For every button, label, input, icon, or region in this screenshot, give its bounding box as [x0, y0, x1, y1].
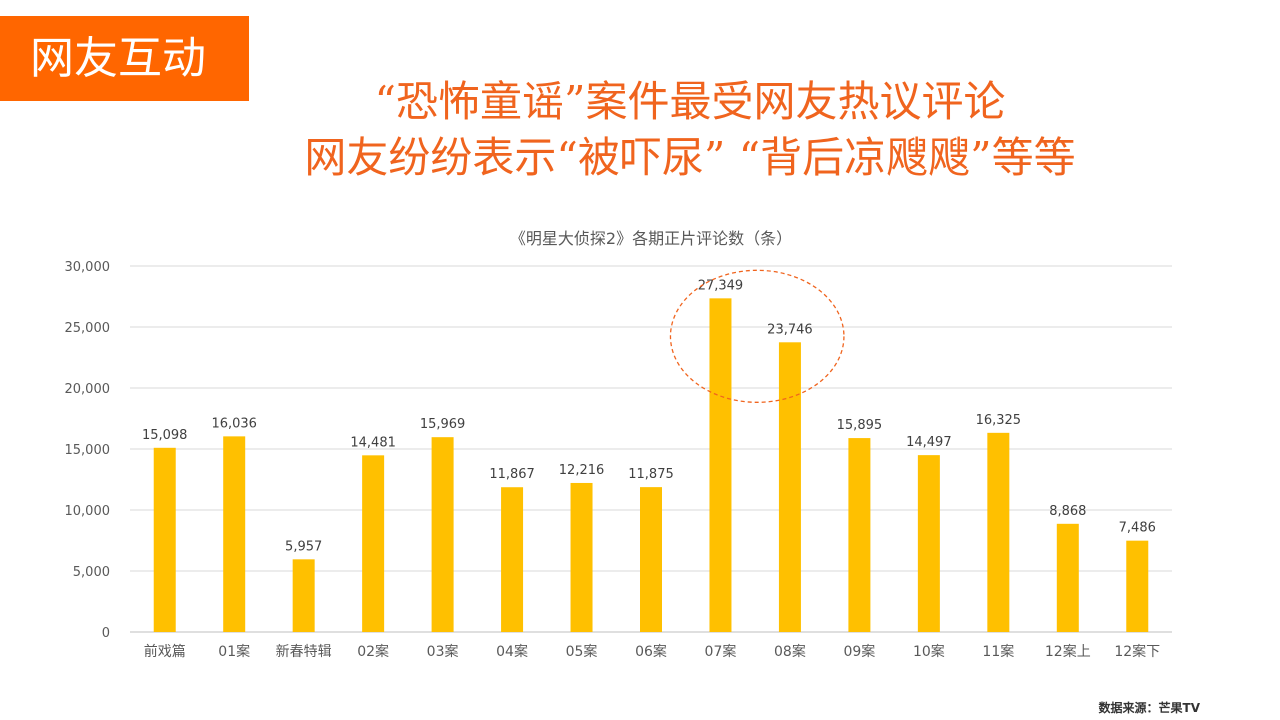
bar [1056, 523, 1079, 632]
data-label: 11,867 [489, 467, 535, 482]
bar [431, 437, 454, 632]
x-axis-ticks: 前戏篇 01案 新春特辑 02案 03案 04案 05案 06案 07案 08案 09案 10案 11案… [144, 643, 1160, 660]
x-tick-label: 06案 [635, 643, 667, 660]
bar [987, 432, 1010, 632]
data-label: 15,895 [837, 418, 883, 433]
headline-line-1: “恐怖童谣”案件最受网友热议评论 [374, 77, 1006, 126]
y-tick-label: 25,000 [65, 321, 111, 336]
bar [917, 455, 940, 632]
data-label: 15,969 [420, 417, 466, 432]
bar [501, 487, 524, 632]
data-label: 8,868 [1049, 504, 1086, 519]
y-tick-label: 15,000 [65, 443, 111, 458]
bar [223, 436, 246, 632]
bar [153, 447, 176, 632]
bar [1126, 540, 1149, 632]
y-tick-label: 30,000 [65, 260, 111, 275]
x-tick-label: 04案 [496, 643, 528, 660]
data-label: 15,098 [142, 428, 188, 443]
x-tick-label: 11案 [982, 643, 1014, 660]
x-tick-label: 01案 [218, 643, 250, 660]
data-label: 16,325 [976, 413, 1022, 428]
headline-line-2: 网友纷纷表示“被吓尿” “背后凉飕飕”等等 [304, 133, 1076, 182]
x-tick-label: 07案 [705, 643, 737, 660]
bar [778, 342, 801, 632]
x-tick-label: 10案 [913, 643, 945, 660]
x-tick-label: 03案 [427, 643, 459, 660]
data-label: 7,486 [1119, 521, 1156, 536]
data-label: 12,216 [559, 463, 605, 478]
bars [153, 298, 1149, 632]
x-tick-label: 09案 [843, 643, 875, 660]
bar [362, 455, 385, 632]
x-tick-label: 前戏篇 [144, 643, 186, 660]
y-tick-label: 20,000 [65, 382, 111, 397]
section-badge: 网友互动 [0, 16, 249, 101]
y-tick-label: 10,000 [65, 504, 111, 519]
x-tick-label: 12案下 [1114, 643, 1160, 660]
bar [292, 559, 315, 632]
data-label: 23,746 [767, 322, 813, 337]
x-tick-label: 12案上 [1045, 643, 1091, 660]
x-tick-label: 05案 [566, 643, 598, 660]
highlight [669, 269, 845, 403]
data-label: 27,349 [698, 278, 744, 293]
y-axis-ticks: 0 5,000 10,000 15,000 20,000 25,000 30,000 [65, 260, 111, 641]
bar [709, 298, 732, 632]
y-tick-label: 5,000 [73, 565, 110, 580]
chart-title: 《明星大侦探2》各期正片评论数（条） [510, 229, 792, 248]
x-tick-label: 新春特辑 [276, 644, 332, 660]
x-tick-label: 08案 [774, 643, 806, 660]
data-label: 16,036 [211, 416, 257, 431]
x-tick-label: 02案 [357, 643, 389, 660]
y-tick-label: 0 [102, 626, 110, 641]
bar [848, 438, 871, 632]
highlight-ellipse [669, 269, 845, 403]
data-label: 14,497 [906, 435, 952, 450]
data-label: 14,481 [350, 435, 396, 450]
data-label: 11,875 [628, 467, 674, 482]
bar [570, 482, 593, 632]
data-label: 5,957 [285, 539, 322, 554]
source-note: 数据来源：芒果TV [1098, 701, 1200, 715]
data-labels: 15,098 16,036 5,957 14,481 15,969 11,867 12,21… [142, 278, 1156, 554]
bar [640, 487, 662, 632]
